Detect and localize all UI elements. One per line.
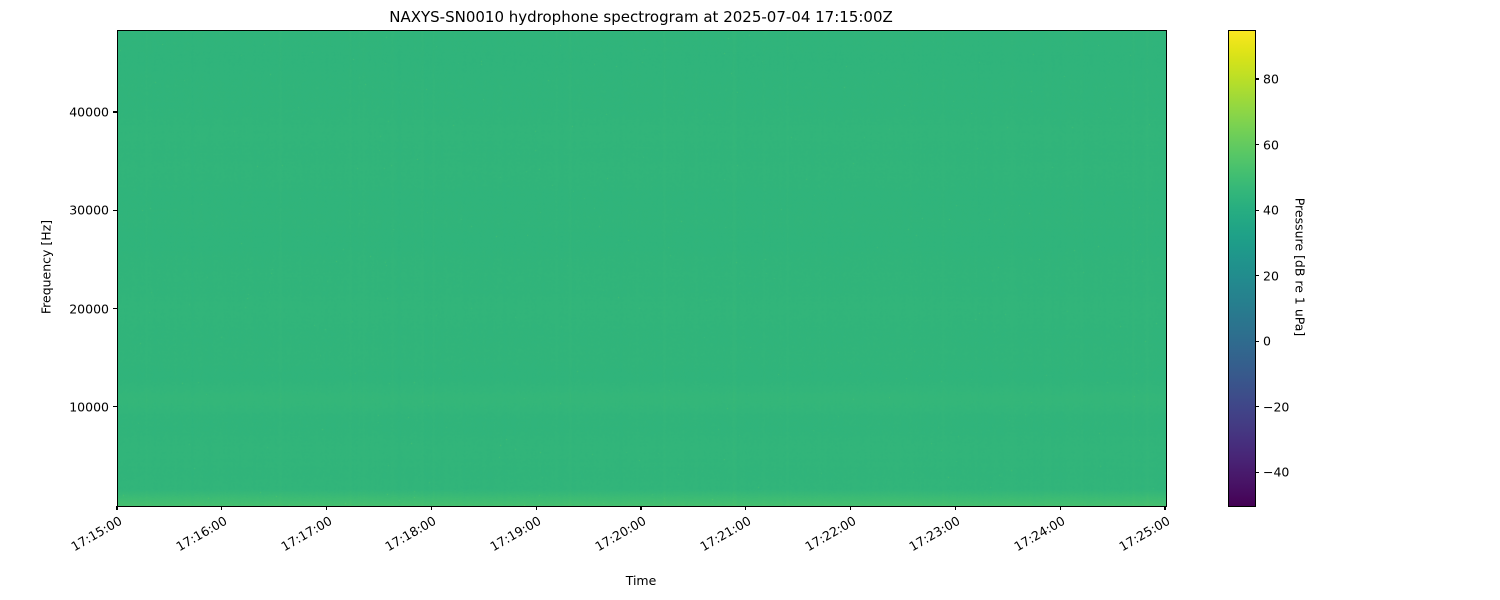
x-tick-mark — [535, 506, 537, 511]
colorbar-tick-label: 20 — [1263, 268, 1279, 284]
x-tick-label: 17:25:00 — [1116, 513, 1173, 555]
colorbar-tick-mark — [1255, 209, 1260, 211]
x-tick-mark — [325, 506, 328, 511]
x-tick-mark — [745, 506, 747, 511]
y-tick-label: 10000 — [69, 399, 109, 415]
x-tick-mark — [1164, 506, 1166, 511]
x-tick-label: 17:24:00 — [1011, 513, 1068, 555]
colorbar-tick-mark — [1255, 340, 1260, 342]
x-tick-label: 17:15:00 — [68, 513, 125, 555]
x-tick-mark — [430, 506, 433, 511]
x-tick-label: 17:19:00 — [487, 513, 544, 555]
x-tick-mark — [640, 506, 642, 511]
y-tick-mark — [113, 406, 117, 408]
colorbar[interactable] — [1228, 30, 1256, 507]
x-tick-mark — [849, 506, 852, 511]
colorbar-tick-label: 60 — [1263, 137, 1279, 153]
spectrogram-image — [118, 31, 1166, 506]
x-axis-label: Time — [625, 573, 657, 588]
x-tick-mark — [221, 506, 223, 511]
y-tick-mark — [113, 307, 117, 310]
x-tick-label: 17:17:00 — [277, 513, 335, 555]
colorbar-tick-label: 80 — [1263, 71, 1279, 87]
colorbar-tick-label: −40 — [1263, 464, 1290, 480]
colorbar-tick-mark — [1255, 406, 1260, 408]
x-tick-label: 17:23:00 — [906, 513, 963, 555]
colorbar-tick-mark — [1255, 144, 1260, 146]
colorbar-tick-mark — [1255, 275, 1260, 277]
colorbar-tick-mark — [1255, 471, 1260, 473]
y-axis-label: Frequency [Hz] — [38, 219, 54, 315]
x-tick-label: 17:21:00 — [697, 513, 754, 555]
x-tick-mark — [116, 506, 118, 511]
x-tick-label: 17:20:00 — [592, 513, 649, 555]
colorbar-tick-mark — [1255, 78, 1260, 80]
x-tick-label: 17:22:00 — [801, 513, 859, 555]
y-tick-mark — [113, 111, 117, 113]
colorbar-tick-label: 40 — [1263, 202, 1279, 218]
x-tick-label: 17:16:00 — [173, 513, 230, 555]
y-tick-mark — [113, 209, 117, 211]
y-tick-label: 30000 — [69, 202, 109, 218]
colorbar-label: Pressure [dB re 1 uPa] — [1292, 197, 1308, 337]
y-tick-label: 40000 — [69, 104, 109, 120]
page-title: NAXYS-SN0010 hydrophone spectrogram at 2… — [389, 8, 893, 26]
y-tick-label: 20000 — [69, 301, 109, 317]
spectrogram-axes[interactable] — [117, 30, 1167, 507]
x-tick-label: 17:18:00 — [382, 513, 439, 555]
x-tick-mark — [1059, 506, 1061, 511]
colorbar-tick-label: 0 — [1263, 333, 1271, 349]
x-tick-mark — [954, 506, 957, 511]
colorbar-tick-label: −20 — [1263, 399, 1290, 415]
